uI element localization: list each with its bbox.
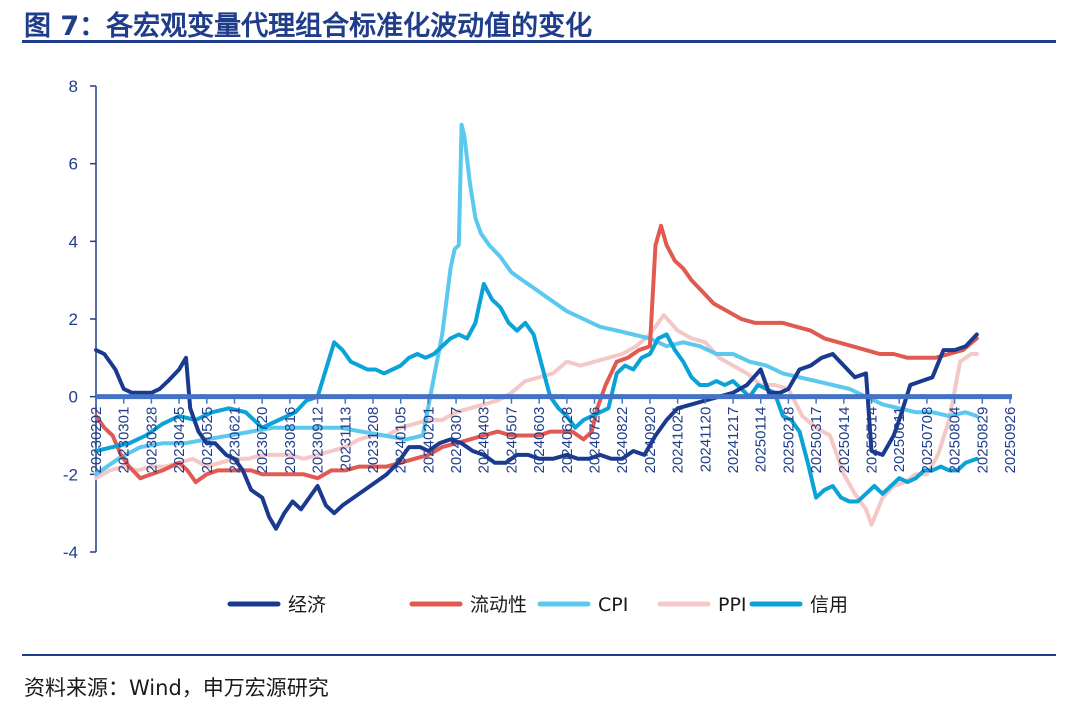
- x-tick-label: 20230202: [88, 407, 105, 474]
- x-tick-label: 20240507: [503, 407, 520, 474]
- series-line-2: [94, 122, 979, 477]
- x-tick-label: 20250926: [1002, 407, 1019, 474]
- x-tick-label: 20241120: [697, 407, 714, 473]
- x-tick-label: 20240726: [587, 407, 604, 474]
- x-tick-label: 20240403: [476, 407, 493, 474]
- legend-label-3: PPI: [718, 594, 747, 616]
- x-tick-label: 20240822: [614, 407, 631, 474]
- x-tick-label: 20250414: [836, 407, 853, 474]
- legend-label-1: 流动性: [470, 594, 527, 616]
- legend-label-0: 经济: [288, 594, 326, 616]
- x-tick-label: 20230621: [226, 407, 243, 474]
- footer-rule: [22, 654, 1056, 656]
- x-tick-label: 20250611: [891, 407, 908, 473]
- series-line-1: [94, 223, 979, 485]
- x-tick-label: 20240105: [393, 407, 410, 474]
- series-line-3: [94, 313, 979, 527]
- x-tick-label: 20250829: [974, 407, 991, 474]
- legend-label-2: CPI: [598, 594, 628, 616]
- x-tick-label: 20230816: [282, 407, 299, 474]
- y-tick-label: 4: [69, 232, 78, 251]
- x-tick-label: 20230525: [199, 407, 216, 474]
- title-rule: [22, 40, 1056, 43]
- x-tick-label: 20250114: [753, 407, 770, 473]
- x-tick-label: 20240201: [420, 407, 437, 474]
- y-tick-label: 6: [69, 155, 78, 174]
- x-tick-label: 20230425: [171, 407, 188, 474]
- y-tick-label: 0: [69, 388, 78, 407]
- zero-line-group: [95, 394, 1012, 404]
- x-tick-label: 20250218: [780, 407, 797, 474]
- x-tick-label: 20240307: [448, 407, 465, 474]
- x-tick-label: 20240920: [642, 407, 659, 474]
- series-line-0: [94, 332, 979, 531]
- x-tick-label: 20230328: [143, 407, 160, 474]
- legend: 经济 流动性 CPI PPI 信用: [227, 594, 848, 616]
- y-tick-label: 8: [69, 77, 78, 96]
- x-tick-label: 20250708: [919, 407, 936, 474]
- series-lines: [94, 122, 979, 531]
- x-tick-label: 20231113: [337, 407, 354, 472]
- x-tick-label: 20230720: [254, 407, 271, 474]
- source-note: 资料来源：Wind，申万宏源研究: [24, 676, 329, 700]
- x-tick-label: 20230301: [116, 407, 133, 474]
- x-tick-label: 20230912: [310, 407, 327, 474]
- x-tick-label: 20240628: [559, 407, 576, 474]
- legend-label-4: 信用: [810, 594, 848, 616]
- y-tick-label: -2: [63, 465, 78, 484]
- series-line-4: [94, 282, 979, 504]
- x-tick-label: 20250804: [947, 407, 964, 474]
- x-tick-label: 20241024: [670, 407, 687, 474]
- x-tick-label: 20240603: [531, 407, 548, 474]
- x-tick-label: 20241217: [725, 407, 742, 474]
- y-tick-label: -4: [63, 543, 78, 562]
- y-axis: -4 -2 0 2 4 6 8: [63, 77, 97, 562]
- x-tick-label: 20231208: [365, 407, 382, 474]
- x-tick-label: 20250514: [864, 407, 881, 474]
- figure-title: 图 7：各宏观变量代理组合标准化波动值的变化: [24, 11, 593, 42]
- y-tick-label: 2: [69, 310, 78, 329]
- x-tick-label: 20250317: [808, 407, 825, 474]
- x-tick-labels: 20230202 20230301 20230328 20230425 20230525…: [88, 407, 1019, 474]
